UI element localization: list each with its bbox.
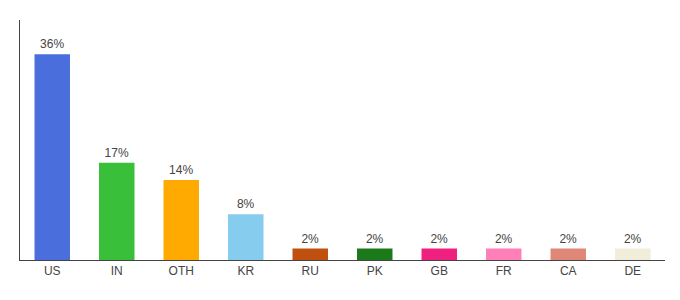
- svg-text:IN: IN: [111, 264, 123, 278]
- svg-text:2%: 2%: [430, 232, 448, 246]
- svg-text:US: US: [44, 264, 61, 278]
- svg-text:2%: 2%: [559, 232, 577, 246]
- svg-text:14%: 14%: [169, 163, 193, 177]
- svg-text:8%: 8%: [237, 197, 255, 211]
- svg-text:FR: FR: [496, 264, 512, 278]
- svg-text:OTH: OTH: [169, 264, 194, 278]
- svg-text:2%: 2%: [495, 232, 513, 246]
- svg-text:36%: 36%: [40, 37, 64, 51]
- svg-text:GB: GB: [431, 264, 448, 278]
- svg-text:KR: KR: [237, 264, 254, 278]
- svg-text:RU: RU: [302, 264, 319, 278]
- svg-text:CA: CA: [560, 264, 577, 278]
- svg-text:PK: PK: [367, 264, 383, 278]
- svg-text:DE: DE: [624, 264, 641, 278]
- svg-text:2%: 2%: [301, 232, 319, 246]
- svg-text:17%: 17%: [105, 146, 129, 160]
- svg-text:2%: 2%: [366, 232, 384, 246]
- svg-text:2%: 2%: [624, 232, 642, 246]
